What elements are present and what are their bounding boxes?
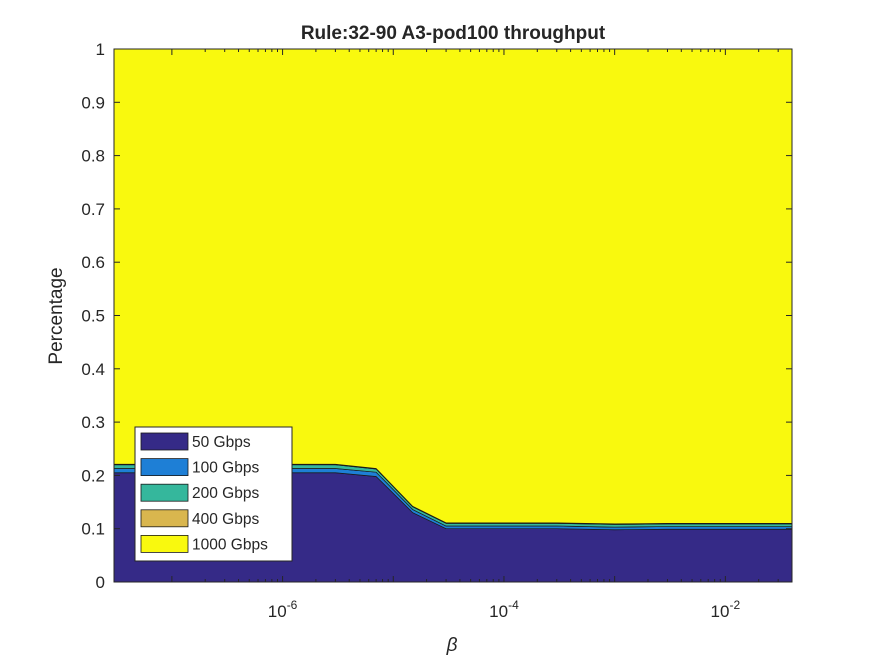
legend-swatch-400-gbps [140, 509, 189, 528]
legend-label-1000-gbps: 1000 Gbps [192, 536, 268, 553]
y-tick-label: 0.4 [81, 360, 105, 379]
legend-swatch-100-gbps [140, 458, 189, 477]
y-tick-label: 0.8 [81, 147, 105, 166]
legend-label-100-gbps: 100 Gbps [192, 460, 259, 477]
legend-label-400-gbps: 400 Gbps [192, 511, 259, 528]
axis-ticks: 0 0.1 0.2 0.3 0.4 0.5 0.6 0.7 0.8 0.9 1 10-6 10-4 10-… [81, 40, 793, 621]
y-tick-label: 0.5 [81, 307, 105, 326]
legend-label-50-gbps: 50 Gbps [192, 434, 251, 451]
y-tick-label: 1 [96, 40, 105, 59]
legend: 50 Gbps 100 Gbps 200 Gbps 400 Gbps 1000 Gbps [134, 426, 293, 562]
y-tick-label: 0.6 [81, 253, 105, 272]
x-tick-label: 10-4 [489, 598, 519, 621]
y-tick-label: 0.7 [81, 200, 105, 219]
legend-label-200-gbps: 200 Gbps [192, 485, 259, 502]
legend-swatch-200-gbps [140, 483, 189, 502]
y-axis-label: Percentage [46, 267, 67, 364]
y-tick-label: 0.3 [81, 413, 105, 432]
chart-title: Rule:32-90 A3-pod100 throughput [301, 23, 606, 44]
y-tick-label: 0.2 [81, 466, 105, 485]
y-tick-label: 0.9 [81, 93, 105, 112]
y-tick-label: 0.1 [81, 520, 105, 539]
x-axis-label: β [446, 635, 458, 656]
y-tick-label: 0 [96, 573, 105, 592]
x-tick-label: 10-6 [268, 598, 298, 621]
x-tick-label: 10-2 [711, 598, 741, 621]
legend-swatch-50-gbps [140, 432, 189, 451]
legend-swatch-1000-gbps [140, 535, 189, 553]
